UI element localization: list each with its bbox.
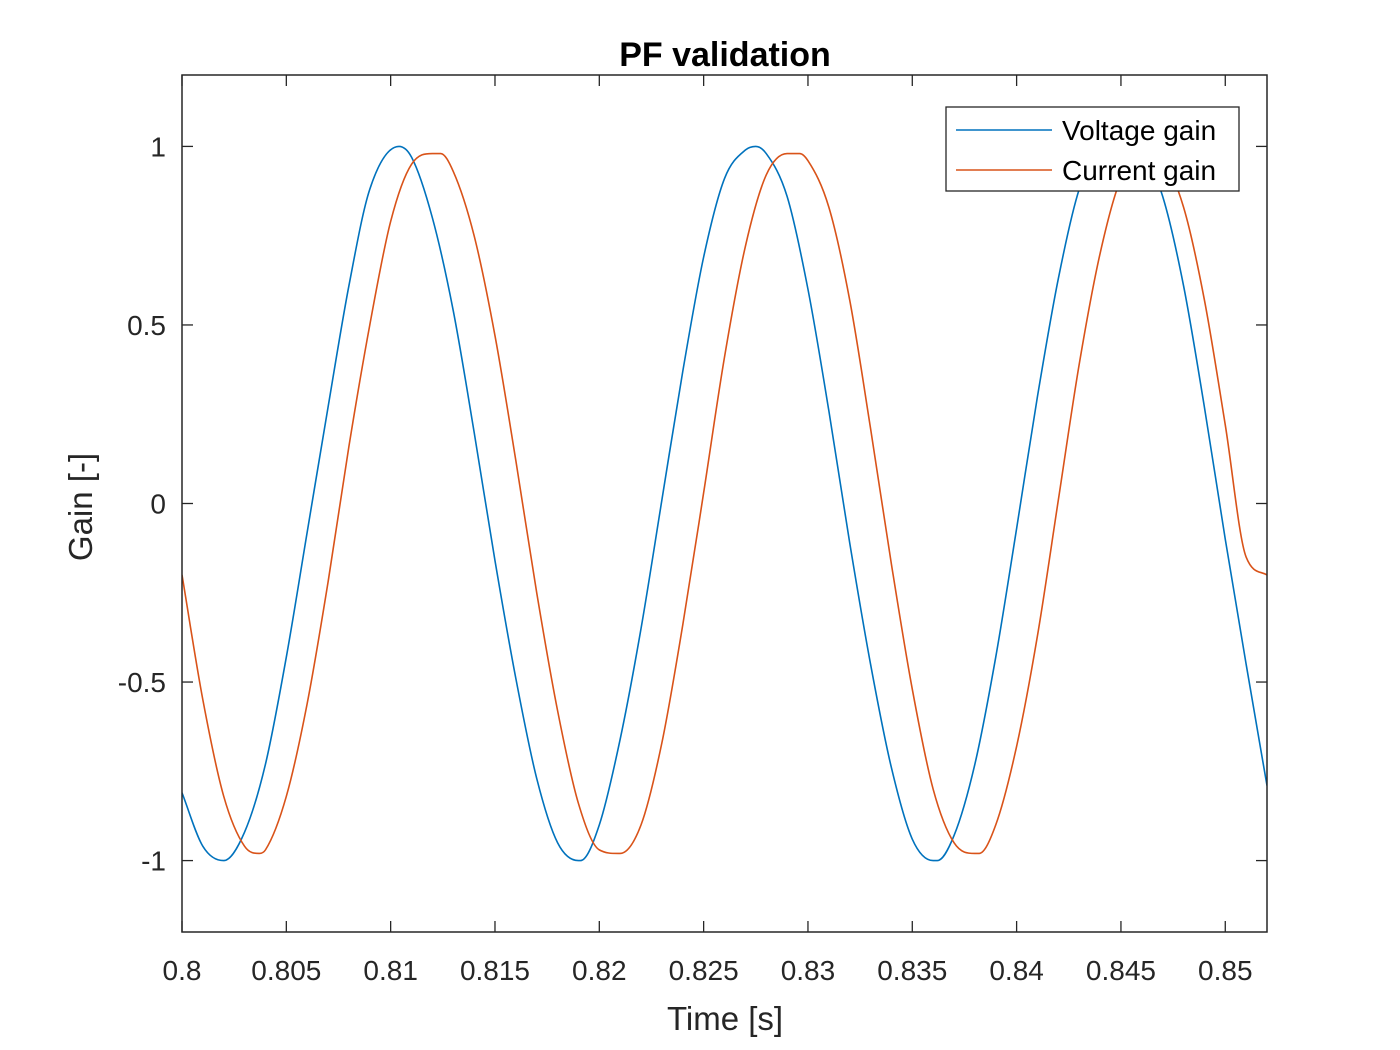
x-tick-label: 0.805	[251, 955, 321, 986]
legend-label-voltage: Voltage gain	[1062, 115, 1216, 146]
y-tick-label: 0	[150, 489, 166, 520]
x-tick-label: 0.825	[669, 955, 739, 986]
x-tick-label: 0.83	[781, 955, 836, 986]
axes-box	[181, 74, 1268, 933]
x-tick-label: 0.8	[163, 955, 202, 986]
chart-title: PF validation	[619, 36, 831, 74]
y-tick-labels: -1 -0.5 0 0.5 1	[118, 131, 166, 876]
x-tick-label: 0.815	[460, 955, 530, 986]
x-tick-label: 0.845	[1086, 955, 1156, 986]
y-tick-label: -1	[141, 846, 166, 877]
y-axis-label: Gain [-]	[62, 453, 99, 561]
axis-ticks	[181, 75, 1267, 932]
current-gain-line	[182, 152, 1267, 855]
y-tick-label: 0.5	[127, 310, 166, 341]
y-tick-label: -0.5	[118, 667, 166, 698]
x-tick-label: 0.85	[1198, 955, 1253, 986]
x-tick-label: 0.82	[572, 955, 627, 986]
x-tick-labels: 0.8 0.805 0.81 0.815 0.82 0.825 0.83 0.835 0.84 0…	[163, 955, 1253, 986]
x-tick-label: 0.84	[989, 955, 1044, 986]
x-tick-label: 0.81	[363, 955, 418, 986]
x-tick-label: 0.835	[877, 955, 947, 986]
legend-box	[945, 106, 1240, 192]
x-axis-label: Time [s]	[667, 1000, 783, 1037]
y-tick-label: 1	[150, 131, 166, 162]
legend: Voltage gain Current gain	[945, 106, 1240, 192]
legend-label-current: Current gain	[1062, 155, 1216, 186]
